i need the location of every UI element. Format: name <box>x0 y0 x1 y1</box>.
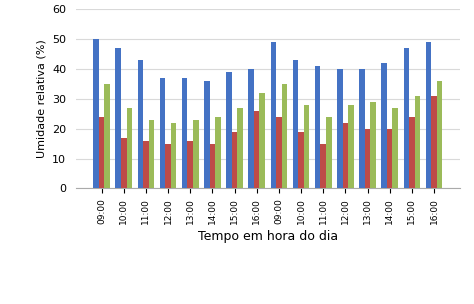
Y-axis label: Umidade relativa (%): Umidade relativa (%) <box>36 40 46 158</box>
Bar <box>232 132 237 188</box>
Bar <box>276 117 282 188</box>
Bar <box>409 117 415 188</box>
Bar <box>210 144 215 188</box>
Bar <box>171 123 176 188</box>
Bar <box>215 117 221 188</box>
Bar <box>365 129 370 188</box>
Bar <box>204 81 210 188</box>
Bar <box>127 108 132 188</box>
Bar <box>320 144 326 188</box>
Bar <box>137 60 143 188</box>
Bar <box>182 78 188 188</box>
Bar <box>104 84 110 188</box>
Bar <box>343 123 348 188</box>
Bar <box>304 105 310 188</box>
Bar <box>116 48 121 188</box>
Bar <box>293 60 298 188</box>
Bar <box>382 63 387 188</box>
Bar <box>403 48 409 188</box>
Bar <box>415 96 420 188</box>
Bar <box>337 69 343 188</box>
Bar <box>359 69 365 188</box>
Bar <box>188 141 193 188</box>
Bar <box>431 96 437 188</box>
Bar <box>315 66 320 188</box>
Bar <box>259 93 265 188</box>
Bar <box>121 138 127 188</box>
Bar <box>387 129 392 188</box>
Bar <box>426 42 431 188</box>
Bar <box>271 42 276 188</box>
Bar <box>282 84 287 188</box>
Bar <box>165 144 171 188</box>
Bar <box>149 120 154 188</box>
Bar <box>326 117 331 188</box>
Bar <box>160 78 165 188</box>
Bar <box>193 120 199 188</box>
Bar <box>437 81 442 188</box>
Bar <box>93 39 99 188</box>
Bar <box>392 108 398 188</box>
Bar <box>298 132 304 188</box>
Bar <box>348 105 354 188</box>
Bar <box>254 111 259 188</box>
X-axis label: Tempo em hora do dia: Tempo em hora do dia <box>198 230 338 243</box>
Bar <box>370 102 376 188</box>
Bar <box>248 69 254 188</box>
Bar <box>99 117 104 188</box>
Bar <box>226 72 232 188</box>
Bar <box>237 108 243 188</box>
Bar <box>143 141 149 188</box>
